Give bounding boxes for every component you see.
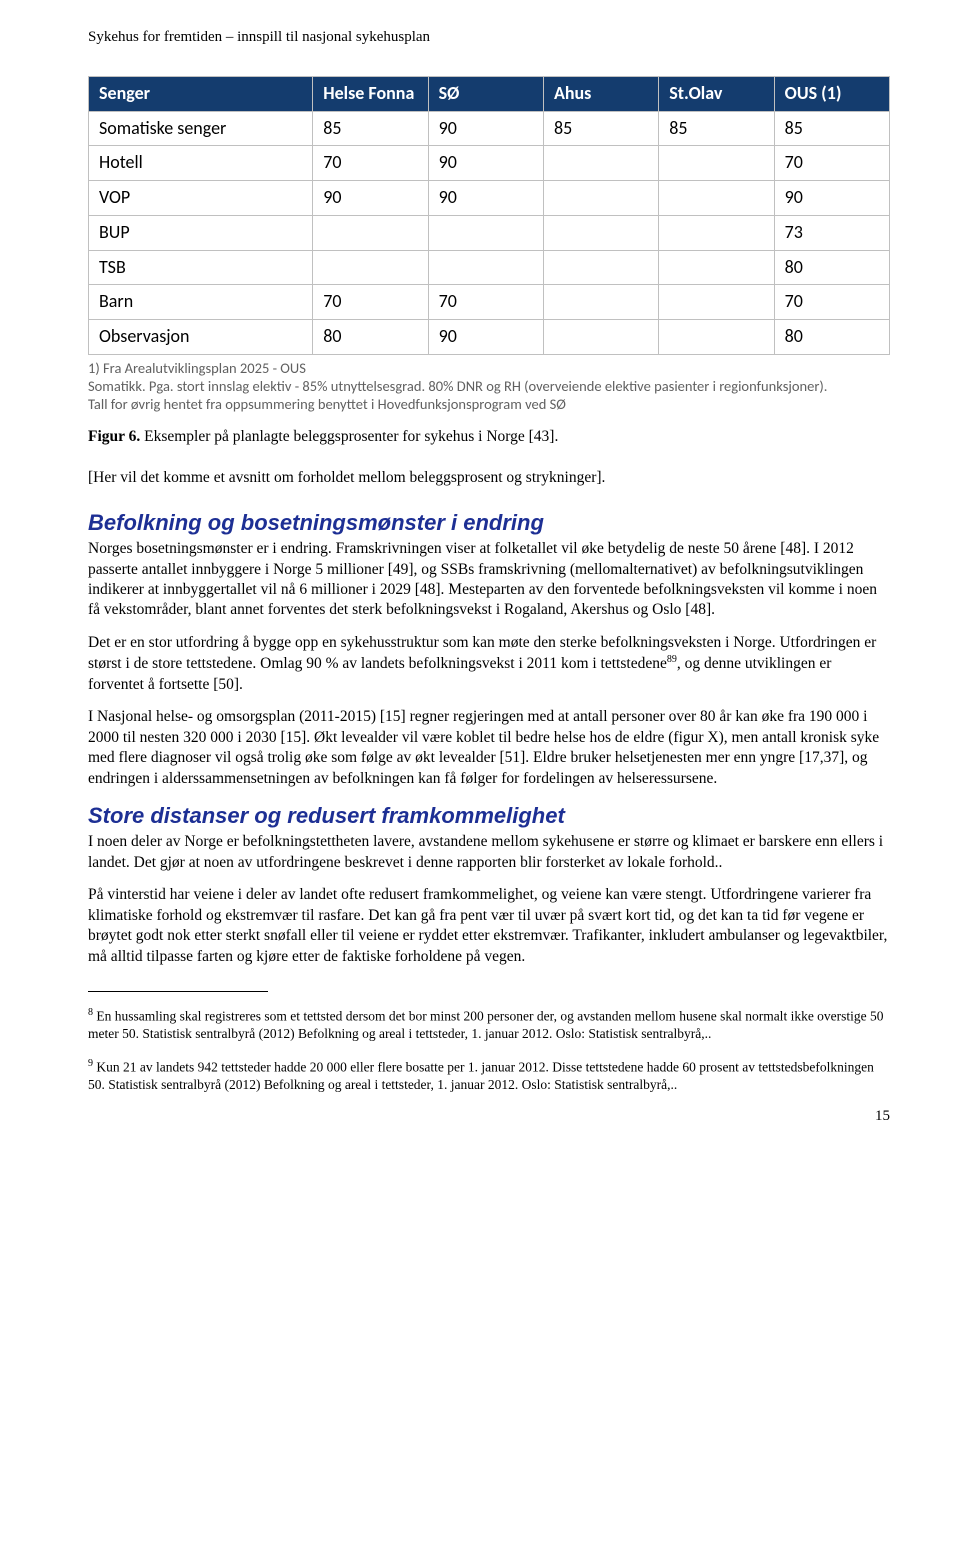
row-label: TSB	[89, 250, 313, 285]
row-label: VOP	[89, 181, 313, 216]
page-number: 15	[88, 1107, 890, 1127]
fn-text-9: Kun 21 av landets 942 tettsteder hadde 2…	[88, 1059, 874, 1092]
note-line-2: Somatikk. Pga. stort innslag elektiv - 8…	[88, 377, 827, 395]
para-3: I Nasjonal helse- og omsorgsplan (2011-2…	[88, 707, 890, 789]
cell: 80	[313, 320, 428, 355]
cell: 85	[543, 111, 658, 146]
heading-distanser: Store distanser og redusert framkommelig…	[88, 801, 890, 830]
cell	[543, 181, 658, 216]
row-label: Observasjon	[89, 320, 313, 355]
cell	[313, 215, 428, 250]
cell	[543, 285, 658, 320]
row-label: Barn	[89, 285, 313, 320]
cell: 90	[428, 181, 543, 216]
cell: 73	[774, 215, 889, 250]
cell	[313, 250, 428, 285]
col-ahus: Ahus	[543, 76, 658, 111]
cell	[428, 215, 543, 250]
row-label: Somatiske senger	[89, 111, 313, 146]
cell: 80	[774, 320, 889, 355]
cell	[543, 250, 658, 285]
cell	[543, 146, 658, 181]
cell: 70	[774, 146, 889, 181]
col-senger: Senger	[89, 76, 313, 111]
cell: 70	[428, 285, 543, 320]
table-footnote: 1) Fra Arealutviklingsplan 2025 - OUS So…	[88, 359, 890, 413]
para-4: I noen deler av Norge er befolkningstett…	[88, 832, 890, 873]
row-label: Hotell	[89, 146, 313, 181]
cell: 85	[313, 111, 428, 146]
footnote-9: 9 Kun 21 av landets 942 tettsteder hadde…	[88, 1057, 890, 1094]
table-header-row: Senger Helse Fonna SØ Ahus St.Olav OUS (…	[89, 76, 890, 111]
cell	[428, 250, 543, 285]
figure-number: Figur 6.	[88, 428, 140, 445]
fn-text-8: En hussamling skal registreres som et te…	[88, 1009, 884, 1042]
page-header: Sykehus for fremtiden – innspill til nas…	[88, 28, 890, 48]
cell	[659, 146, 774, 181]
figure-text: Eksempler på planlagte beleggsprosenter …	[140, 428, 558, 445]
cell: 90	[774, 181, 889, 216]
table-row: TSB 80	[89, 250, 890, 285]
note-line-1: 1) Fra Arealutviklingsplan 2025 - OUS	[88, 359, 306, 377]
cell: 70	[313, 285, 428, 320]
para-1: Norges bosetningsmønster er i endring. F…	[88, 539, 890, 621]
table-row: Hotell709070	[89, 146, 890, 181]
cell	[659, 250, 774, 285]
note-line-3: Tall for øvrig hentet fra oppsummering b…	[88, 395, 566, 413]
table-row: Barn707070	[89, 285, 890, 320]
cell: 70	[313, 146, 428, 181]
cell	[543, 215, 658, 250]
table-row: BUP 73	[89, 215, 890, 250]
table-row: Observasjon809080	[89, 320, 890, 355]
col-ous: OUS (1)	[774, 76, 889, 111]
cell: 70	[774, 285, 889, 320]
cell: 90	[428, 111, 543, 146]
cell: 80	[774, 250, 889, 285]
placeholder-text: [Her vil det komme et avsnitt om forhold…	[88, 468, 890, 488]
beds-table: Senger Helse Fonna SØ Ahus St.Olav OUS (…	[88, 76, 890, 355]
cell: 90	[313, 181, 428, 216]
sup-89: 89	[667, 654, 677, 665]
cell: 85	[774, 111, 889, 146]
col-fonna: Helse Fonna	[313, 76, 428, 111]
figure-caption: Figur 6. Eksempler på planlagte beleggsp…	[88, 427, 890, 447]
footnote-8: 8 En hussamling skal registreres som et …	[88, 1006, 890, 1043]
col-stolav: St.Olav	[659, 76, 774, 111]
para-2: Det er en stor utfordring å bygge opp en…	[88, 633, 890, 696]
heading-befolkning: Befolkning og bosetningsmønster i endrin…	[88, 508, 890, 537]
table-row: Somatiske senger8590858585	[89, 111, 890, 146]
row-label: BUP	[89, 215, 313, 250]
cell: 85	[659, 111, 774, 146]
col-so: SØ	[428, 76, 543, 111]
cell	[659, 320, 774, 355]
table-row: VOP909090	[89, 181, 890, 216]
footnote-separator	[88, 991, 268, 992]
cell	[659, 181, 774, 216]
cell	[659, 285, 774, 320]
cell	[659, 215, 774, 250]
cell	[543, 320, 658, 355]
cell: 90	[428, 320, 543, 355]
cell: 90	[428, 146, 543, 181]
para-5: På vinterstid har veiene i deler av land…	[88, 885, 890, 967]
